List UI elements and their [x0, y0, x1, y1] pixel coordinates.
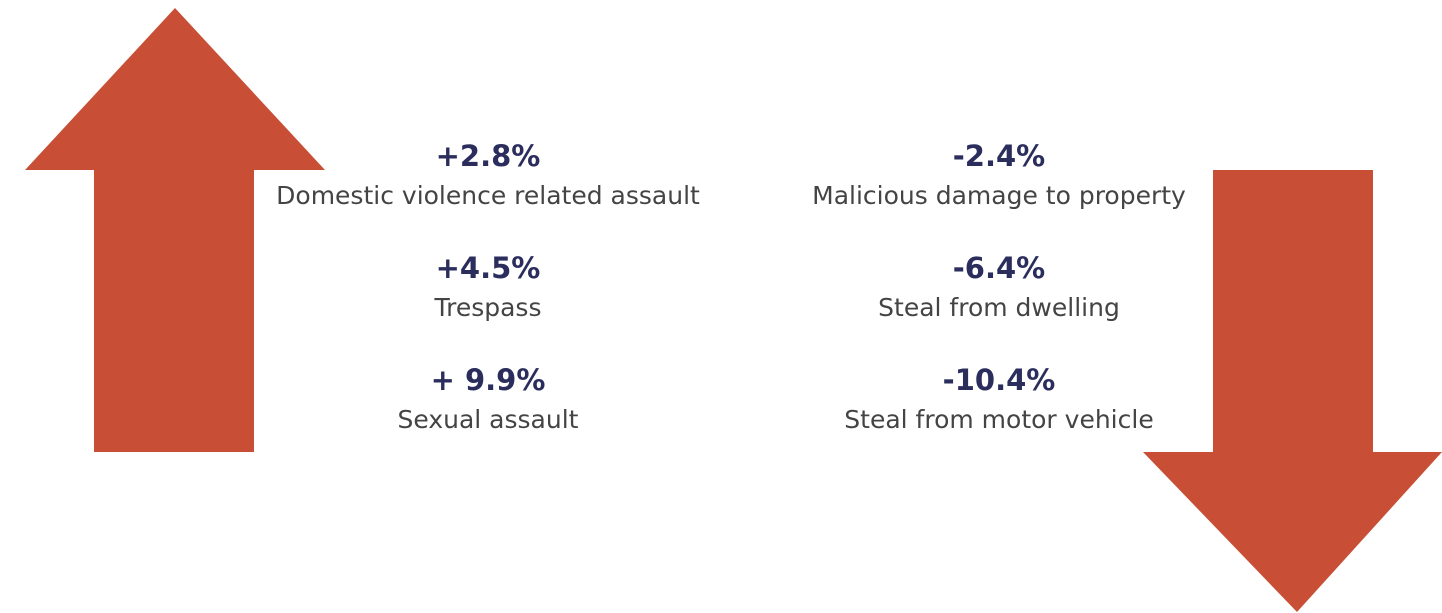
crime-label: Trespass: [434, 293, 542, 322]
crime-label: Sexual assault: [398, 405, 579, 434]
crime-label: Domestic violence related assault: [276, 181, 700, 210]
up-arrow: [25, 8, 325, 452]
crime-label: Steal from motor vehicle: [844, 405, 1153, 434]
change-value: -6.4%: [953, 251, 1045, 285]
change-value: -2.4%: [953, 139, 1045, 173]
change-value: +4.5%: [436, 251, 541, 285]
down-arrow: [1143, 170, 1442, 612]
change-value: + 9.9%: [431, 363, 546, 397]
change-value: +2.8%: [436, 139, 541, 173]
crime-label: Malicious damage to property: [812, 181, 1186, 210]
change-value: -10.4%: [943, 363, 1056, 397]
crime-label: Steal from dwelling: [878, 293, 1120, 322]
